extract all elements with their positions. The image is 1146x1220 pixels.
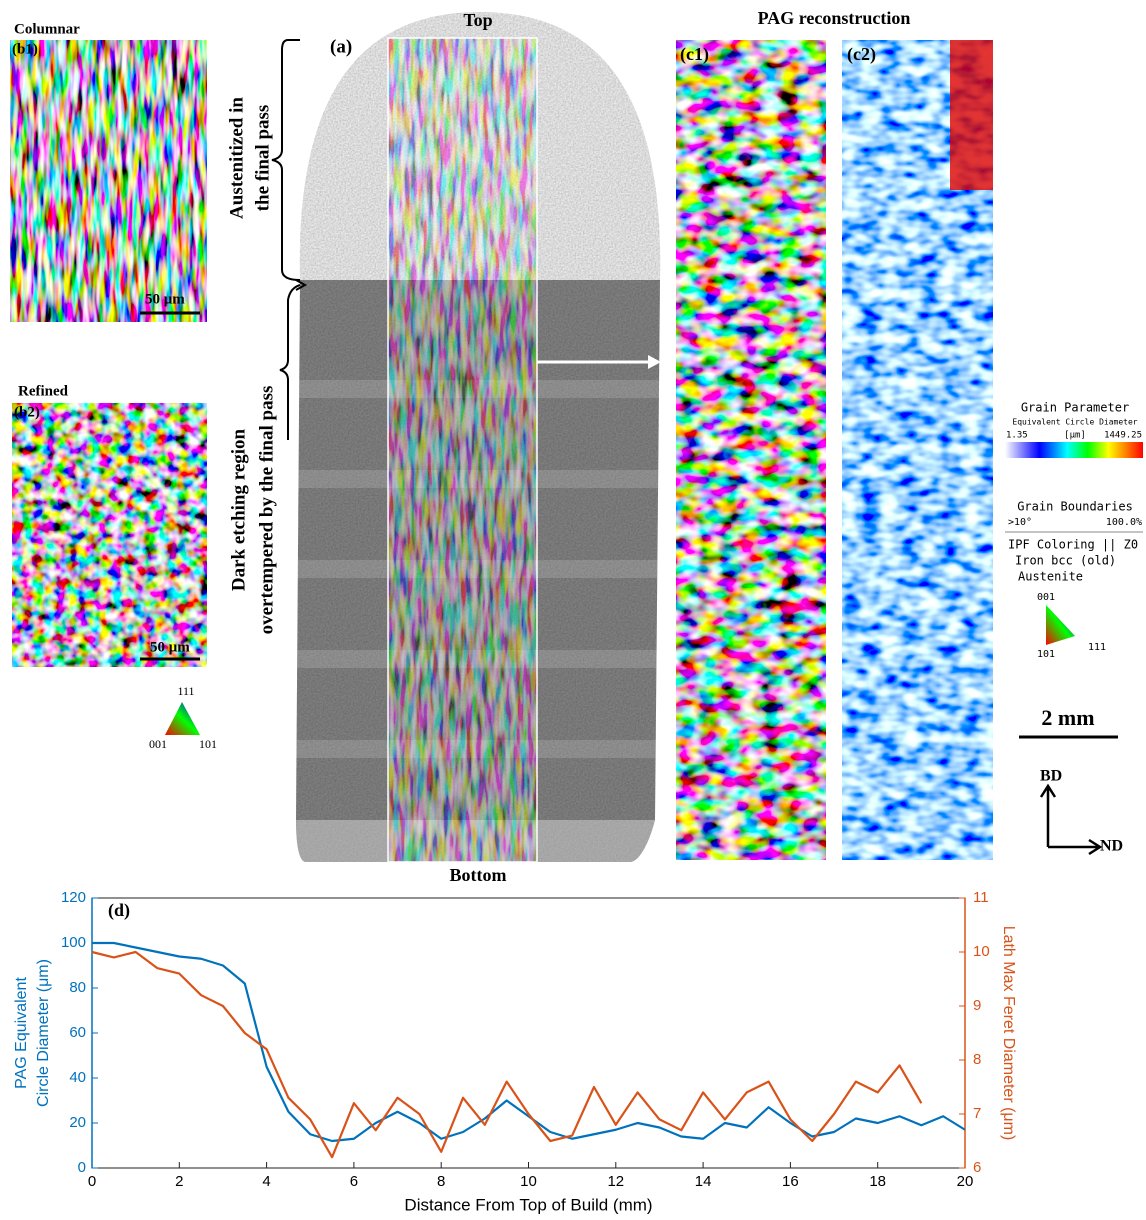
legend-text: 1449.25 <box>1104 431 1142 441</box>
y-tick-label: 60 <box>69 1024 86 1041</box>
ipf-triangle <box>165 702 200 735</box>
x-tick-label: 2 <box>175 1173 183 1190</box>
ipf-corner: 111 <box>177 684 194 698</box>
panel-label: (a) <box>330 36 352 57</box>
scale-label: 2 mm <box>1041 705 1094 730</box>
annotation-line: Austenitized in <box>226 97 247 219</box>
annotation-line: Dark etching region <box>228 428 249 591</box>
y-axis-title: Circle Diameter (μm) <box>35 959 52 1107</box>
top-label: Top <box>463 10 492 30</box>
ipf-corner: 001 <box>149 737 167 751</box>
sample <box>296 12 661 862</box>
legend-text: IPF Coloring || Z0 <box>1008 538 1138 552</box>
plot-frame <box>91 897 966 1169</box>
x-axis-title: Distance From Top of Build (mm) <box>404 1195 652 1214</box>
y2-tick-label: 6 <box>973 1159 981 1176</box>
legend-text: Iron bcc (old) <box>1015 554 1116 568</box>
legend-text: [μm] <box>1064 431 1086 441</box>
micrograph <box>676 40 826 860</box>
panel-label: (c1) <box>680 44 709 65</box>
x-tick-label: 20 <box>957 1173 974 1190</box>
panel-title: PAG reconstruction <box>758 8 911 28</box>
legend-text: 1.35 <box>1006 431 1028 441</box>
micrograph <box>12 403 207 667</box>
chart: (d) 0 2 4 6 8 10 12 14 16 18 20 0 20 40 60 80 100 120 6 7 8 9… <box>13 889 1017 1215</box>
ipf-triangle <box>1046 605 1075 645</box>
y2-tick-label: 9 <box>973 997 981 1014</box>
legend: Grain Parameter Equivalent Circle Diamet… <box>1005 401 1143 660</box>
x-tick-label: 4 <box>262 1173 270 1190</box>
x-tick-label: 18 <box>869 1173 886 1190</box>
ebsd-region <box>387 37 538 863</box>
y-tick-label: 120 <box>61 889 86 906</box>
arrow-head <box>648 355 661 369</box>
scale-label: 50 μm <box>145 291 185 307</box>
annotation: Austenitized in the final pass <box>226 97 273 219</box>
y2-tick-label: 7 <box>973 1105 981 1122</box>
y-tick-label: 0 <box>78 1159 86 1176</box>
y-tick-label: 40 <box>69 1069 86 1086</box>
ipf-corner: 101 <box>199 737 217 751</box>
legend-text: 001 <box>1037 592 1055 603</box>
legend-text: Austenite <box>1018 570 1083 584</box>
y2-axis-title: Lath Max Feret Diameter (μm) <box>1000 926 1017 1141</box>
brace <box>279 284 301 440</box>
annotation: Dark etching region overtempered by the … <box>228 386 277 635</box>
panel-label: (d) <box>108 900 130 921</box>
y-tick-label: 80 <box>69 979 86 996</box>
legend-text: 100.0% <box>1106 517 1142 528</box>
data-line <box>92 941 966 1143</box>
x-tick-label: 10 <box>520 1173 537 1190</box>
legend-text: 101 <box>1037 649 1055 660</box>
axis-label: BD <box>1040 768 1062 785</box>
micrograph <box>10 40 207 322</box>
panel-label: (b1) <box>12 41 38 57</box>
y2-tick-label: 10 <box>973 943 990 960</box>
legend-text: >10° <box>1008 517 1032 528</box>
panel-title: Columnar <box>14 21 80 37</box>
x-tick-label: 6 <box>350 1173 358 1190</box>
scale-label: 50 μm <box>150 639 190 655</box>
brace-tip <box>295 279 308 291</box>
bottom-label: Bottom <box>450 865 507 885</box>
x-tick-label: 14 <box>695 1173 712 1190</box>
panel-title: Refined <box>18 383 69 399</box>
axis-label: ND <box>1100 838 1123 855</box>
x-tick-label: 0 <box>88 1173 96 1190</box>
x-tick-label: 12 <box>607 1173 624 1190</box>
x-tick-label: 16 <box>782 1173 799 1190</box>
annotation-line: the final pass <box>252 105 273 212</box>
x-tick-label: 8 <box>437 1173 445 1190</box>
brace <box>271 39 301 281</box>
panel-label: (c2) <box>847 44 876 65</box>
annotation-line: overtempered by the final pass <box>256 386 277 635</box>
legend-text: Equivalent Circle Diameter <box>1012 418 1137 427</box>
y2-tick-label: 8 <box>973 1051 981 1068</box>
y2-tick-label: 11 <box>973 889 989 906</box>
y-tick-label: 20 <box>69 1114 86 1131</box>
panel-label: (b2) <box>14 404 40 420</box>
y-axis-title: PAG Equivalent <box>13 977 30 1089</box>
data-line <box>91 950 923 1159</box>
legend-text: 111 <box>1088 642 1106 653</box>
y-tick-label: 100 <box>61 934 86 951</box>
legend-text: Grain Parameter <box>1021 401 1129 415</box>
colorbar <box>1005 442 1143 458</box>
direction-axes <box>1039 783 1103 856</box>
legend-text: Grain Boundaries <box>1017 500 1133 514</box>
large-grains <box>950 40 993 190</box>
